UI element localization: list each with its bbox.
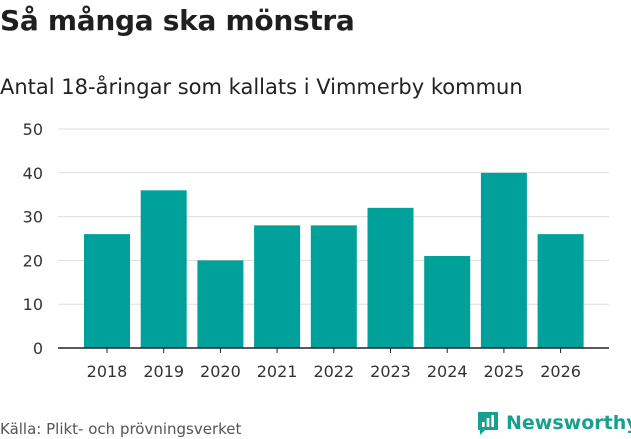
bar bbox=[197, 260, 244, 348]
bar bbox=[537, 234, 584, 348]
bar bbox=[367, 207, 414, 348]
x-tick-label: 2024 bbox=[427, 362, 468, 381]
x-tick-label: 2022 bbox=[313, 362, 354, 381]
x-tick-label: 2023 bbox=[370, 362, 411, 381]
chart-subtitle: Antal 18-åringar som kallats i Vimmerby … bbox=[0, 75, 523, 99]
x-tick-label: 2026 bbox=[540, 362, 581, 381]
x-tick-label: 2025 bbox=[484, 362, 525, 381]
bar bbox=[480, 172, 527, 348]
y-tick-label: 10 bbox=[23, 295, 43, 314]
bar bbox=[424, 256, 471, 348]
x-tick-label: 2020 bbox=[200, 362, 241, 381]
x-tick-label: 2018 bbox=[87, 362, 128, 381]
y-tick-label: 50 bbox=[23, 120, 43, 139]
y-tick-label: 20 bbox=[23, 251, 43, 270]
chart-title: Så många ska mönstra bbox=[0, 4, 355, 37]
source-note: Källa: Plikt- och prövningsverket bbox=[0, 420, 242, 438]
bar bbox=[310, 225, 357, 348]
brand-logo: Newsworthy bbox=[476, 408, 631, 438]
y-tick-label: 0 bbox=[33, 339, 43, 358]
bar bbox=[84, 234, 130, 348]
bar bbox=[254, 225, 301, 348]
brand-name: Newsworthy bbox=[506, 412, 631, 434]
y-tick-label: 30 bbox=[23, 208, 43, 227]
x-tick-label: 2019 bbox=[143, 362, 184, 381]
newsworthy-logo-icon bbox=[478, 412, 498, 435]
y-tick-label: 40 bbox=[23, 164, 43, 183]
x-tick-label: 2021 bbox=[257, 362, 298, 381]
bar-chart: 0 10 20 30 40 50 2018 2019 2020 2021 2022 2023 2024 2… bbox=[23, 120, 609, 381]
bar bbox=[140, 190, 187, 348]
